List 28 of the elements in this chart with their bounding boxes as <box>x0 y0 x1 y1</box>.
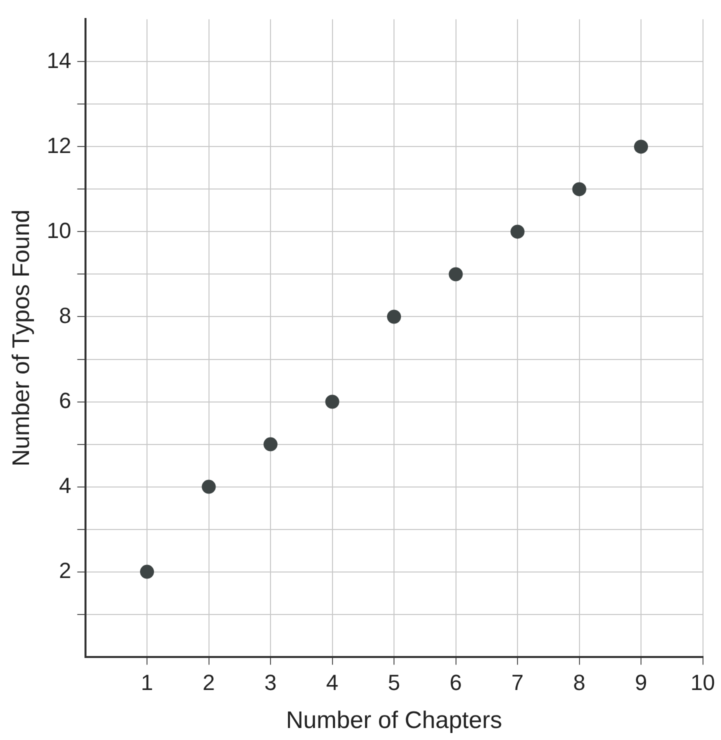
x-tick-label: 4 <box>326 670 338 696</box>
point <box>325 394 340 409</box>
point <box>572 182 586 196</box>
y-tick-label: 12 <box>46 132 72 158</box>
y-tick-label: 6 <box>59 388 72 413</box>
y-tick-label: 14 <box>46 48 72 73</box>
x-tick-label: 8 <box>573 670 586 696</box>
y-tick-label: 2 <box>59 558 72 583</box>
x-tick-label: 5 <box>388 670 400 696</box>
point <box>264 437 278 452</box>
y-tick-label: 4 <box>59 472 72 498</box>
y-tick-label: 10 <box>46 218 72 243</box>
y-tick-label: 8 <box>59 302 72 328</box>
x-tick-label: 10 <box>690 670 716 696</box>
point <box>140 564 154 579</box>
point <box>634 140 648 154</box>
point <box>448 267 463 282</box>
point <box>202 480 216 494</box>
x-tick-label: 7 <box>511 670 524 696</box>
x-tick-label: 6 <box>450 670 462 696</box>
x-tick-label: 1 <box>140 670 154 696</box>
point <box>387 310 402 324</box>
x-axis-title: Number of Chapters <box>286 707 502 734</box>
x-tick-label: 2 <box>202 670 215 696</box>
y-axis-title: Number of Typos Found <box>8 209 36 467</box>
x-tick-label: 3 <box>264 670 277 696</box>
x-tick-label: 9 <box>634 670 648 696</box>
point <box>510 224 525 239</box>
